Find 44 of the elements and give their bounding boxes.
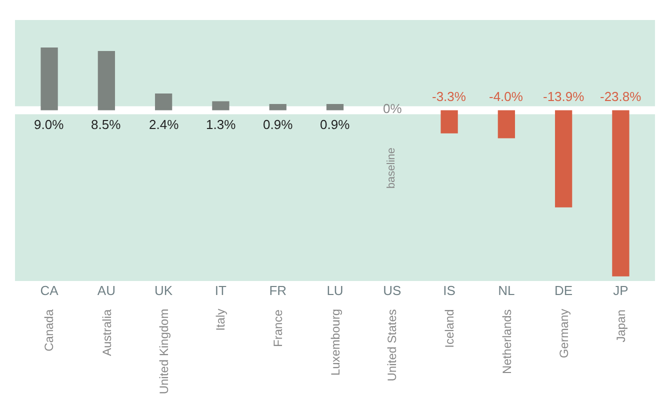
bar: [612, 110, 630, 276]
bar: [40, 47, 58, 110]
text: Luxembourg: [328, 308, 342, 376]
text: France: [270, 309, 285, 347]
text: Germany: [556, 308, 571, 358]
data-label: 0.9%: [320, 117, 350, 132]
x-tick-label: IT: [214, 283, 227, 298]
text: United States: [385, 309, 400, 382]
x-tick-label: US: [383, 283, 402, 298]
bar: [155, 94, 172, 110]
data-label: 0.9%: [263, 117, 294, 132]
data-label: -3.3%: [432, 89, 466, 104]
bar: [98, 50, 115, 110]
x-tick-label: UK: [154, 283, 173, 298]
text: Italy: [214, 308, 228, 331]
text: Iceland: [442, 309, 457, 348]
text: United Kingdom: [156, 308, 171, 394]
text: Australia: [100, 309, 114, 356]
data-label: 8.5%: [91, 117, 122, 132]
bar: [326, 104, 344, 110]
annotation: baseline: [386, 148, 398, 189]
x-tick-label: CA: [40, 283, 59, 298]
x-tick-label: IS: [443, 283, 456, 298]
x-tick-label: LU: [326, 283, 344, 298]
data-label: 0%: [383, 101, 402, 116]
data-label: -23.8%: [600, 89, 642, 104]
bar: [555, 110, 572, 208]
bar: [212, 101, 230, 110]
bar: [498, 110, 515, 138]
x-tick-label: JP: [613, 283, 628, 298]
x-tick-label: NL: [498, 283, 515, 298]
bar: [440, 110, 458, 134]
data-label: 1.3%: [206, 117, 236, 132]
data-label: -13.9%: [543, 89, 585, 104]
data-label: 2.4%: [149, 117, 180, 132]
text: Canada: [42, 309, 56, 352]
bar: [269, 104, 286, 110]
x-tick-label: DE: [554, 283, 573, 298]
x-tick-label: AU: [97, 283, 116, 298]
text: Japan: [614, 310, 628, 342]
text: Netherlands: [500, 309, 514, 374]
data-label: 9.0%: [34, 117, 64, 132]
x-tick-label: FR: [269, 283, 287, 298]
data-label: -4.0%: [489, 89, 524, 104]
